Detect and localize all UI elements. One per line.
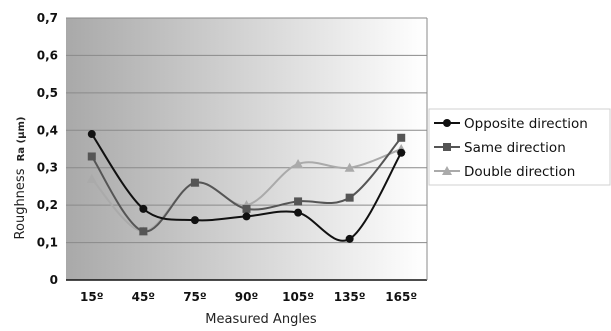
data-point [139, 204, 148, 213]
data-point [139, 227, 148, 236]
data-point [190, 178, 199, 187]
data-point [190, 216, 199, 225]
x-tick-label: 135º [334, 290, 366, 304]
data-point [242, 204, 251, 213]
data-point [86, 173, 97, 183]
plot-area [66, 18, 427, 280]
data-point [294, 197, 303, 206]
y-tick-label: 0,1 [37, 236, 58, 250]
y-tick-label: 0,5 [37, 86, 58, 100]
data-point [293, 158, 304, 168]
data-point [397, 148, 406, 157]
y-axis-title-main: Roughness [13, 168, 28, 239]
y-tick-label: 0 [50, 273, 58, 287]
x-tick-label: 45º [132, 290, 156, 304]
y-axis-title-unit: Ra (µm) [16, 117, 27, 162]
data-point [345, 234, 354, 243]
x-tick-label: 90º [235, 290, 259, 304]
legend-label: Double direction [464, 164, 575, 180]
data-point [242, 212, 251, 221]
data-point [87, 152, 96, 161]
y-tick-label: 0,7 [37, 11, 58, 25]
data-point [345, 193, 354, 202]
y-tick-label: 0,6 [37, 48, 58, 62]
legend-label: Same direction [464, 140, 566, 156]
y-axis-title: Roughness Ra (µm) [13, 117, 28, 240]
y-tick-label: 0,2 [37, 198, 58, 212]
x-tick-label: 75º [183, 290, 207, 304]
data-point [87, 130, 96, 139]
x-axis-title: Measured Angles [205, 312, 317, 327]
legend-marker [443, 143, 451, 151]
y-tick-label: 0,3 [37, 161, 58, 175]
x-tick-label: 165º [385, 290, 417, 304]
x-tick-label: 105º [282, 290, 314, 304]
y-tick-label: 0,4 [37, 123, 58, 137]
data-point [397, 133, 406, 142]
legend-marker [442, 166, 452, 175]
legend-marker [443, 119, 451, 127]
data-point [294, 208, 303, 217]
x-tick-label: 15º [80, 290, 104, 304]
data-point [344, 162, 355, 172]
legend-label: Opposite direction [464, 116, 588, 132]
